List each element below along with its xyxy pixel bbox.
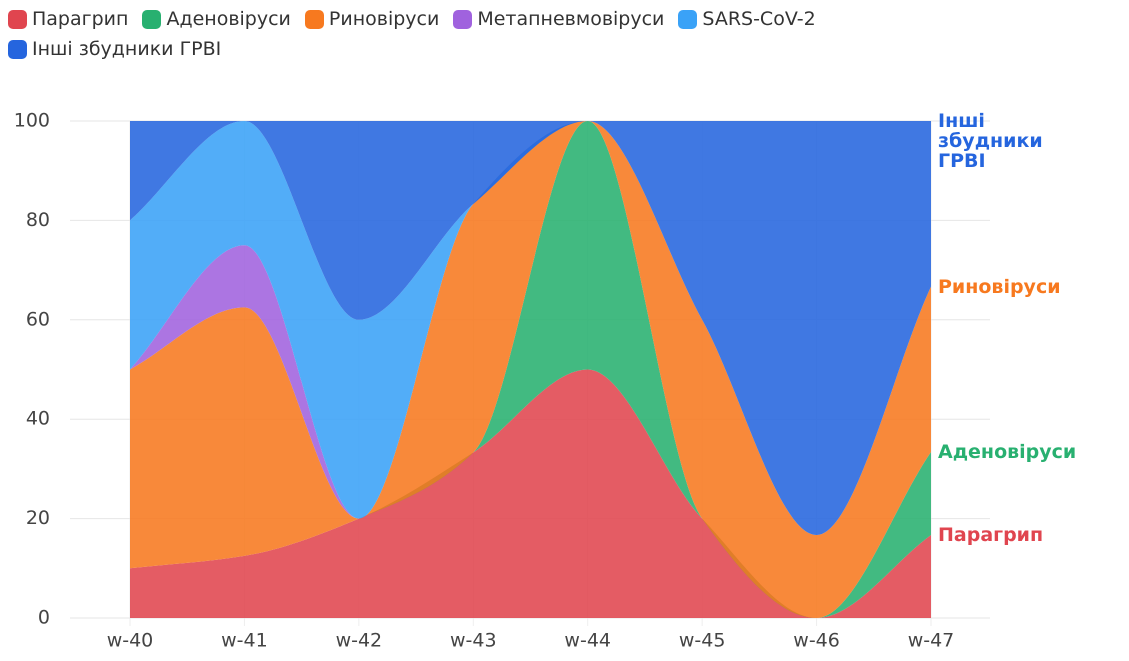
- legend-label: Риновіруси: [328, 8, 440, 30]
- end-label: Інші збудники ГРВІ: [938, 110, 1043, 172]
- area: [130, 121, 931, 536]
- legend-swatch: [8, 9, 27, 29]
- legend-label: SARS-CoV-2: [702, 8, 816, 30]
- end-label: Парагрип: [938, 524, 1044, 546]
- y-tick-label: 60: [26, 308, 50, 330]
- x-tick-label: w-40: [107, 630, 154, 652]
- area: [130, 121, 931, 618]
- x-tick-label: w-42: [336, 630, 383, 652]
- legend-swatch: [453, 9, 473, 29]
- legend-label: Аденовіруси: [166, 8, 291, 30]
- legend-item: Інші збудники ГРВІ: [8, 36, 221, 62]
- legend-item: Аденовіруси: [142, 6, 291, 32]
- y-tick-label: 0: [38, 607, 50, 629]
- y-tick-label: 80: [26, 209, 50, 231]
- legend: Парагрип Аденовіруси Риновіруси Метапневмов…: [8, 6, 1008, 62]
- legend-label: Парагрип: [32, 8, 129, 30]
- end-label: Аденовіруси: [938, 441, 1077, 463]
- x-tick-label: w-46: [793, 630, 840, 652]
- x-tick-label: w-43: [450, 630, 497, 652]
- area: [130, 121, 931, 536]
- legend-swatch: [142, 9, 162, 29]
- area: [130, 121, 931, 618]
- y-tick-label: 100: [14, 110, 50, 132]
- legend-swatch: [8, 39, 27, 59]
- legend-item: Парагрип: [8, 6, 128, 32]
- legend-label: Метапневмовіруси: [477, 8, 665, 30]
- x-tick-label: w-47: [908, 630, 955, 652]
- legend-label: Інші збудники ГРВІ: [32, 38, 222, 60]
- y-tick-label: 20: [26, 507, 50, 529]
- x-tick-label: w-41: [221, 630, 268, 652]
- x-tick-label: w-45: [679, 630, 726, 652]
- legend-swatch: [304, 9, 324, 29]
- legend-item: SARS-CoV-2: [678, 6, 816, 32]
- end-label: Риновіруси: [938, 275, 1061, 298]
- y-tick-label: 40: [26, 408, 50, 430]
- x-tick-label: w-44: [564, 630, 611, 652]
- legend-item: Метапневмовіруси: [453, 6, 664, 32]
- legend-item: Риновіруси: [304, 6, 440, 32]
- legend-swatch: [678, 9, 698, 29]
